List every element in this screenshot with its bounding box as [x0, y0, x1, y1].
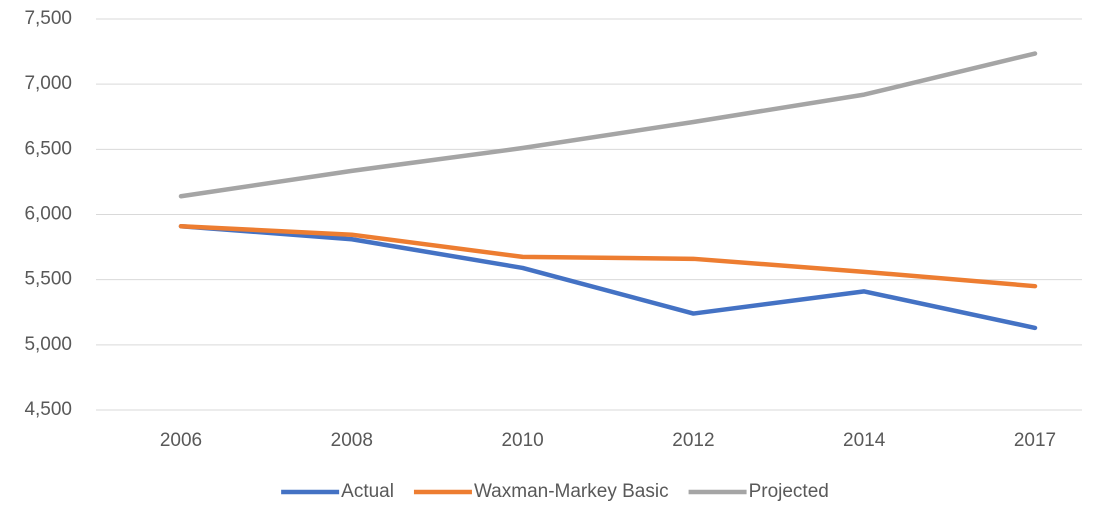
y-tick-label: 5,000 [24, 334, 72, 355]
x-tick-label: 2017 [1014, 430, 1056, 451]
x-tick-label: 2012 [672, 430, 714, 451]
x-tick-label: 2008 [331, 430, 373, 451]
legend-label: Projected [749, 481, 829, 502]
y-tick-label: 5,500 [24, 269, 72, 290]
y-tick-label: 7,000 [24, 73, 72, 94]
legend-label: Waxman-Markey Basic [474, 481, 669, 502]
series-line [178, 223, 1038, 289]
x-tick-label: 2014 [843, 430, 886, 451]
series-line [178, 223, 1038, 331]
series-line [178, 51, 1038, 199]
legend-label: Actual [341, 481, 394, 502]
y-tick-label: 4,500 [24, 399, 72, 420]
y-tick-label: 6,000 [24, 204, 72, 225]
y-tick-label: 6,500 [24, 138, 72, 159]
x-tick-label: 2010 [501, 430, 543, 451]
x-tick-label: 2006 [160, 430, 202, 451]
y-tick-label: 7,500 [24, 8, 72, 29]
